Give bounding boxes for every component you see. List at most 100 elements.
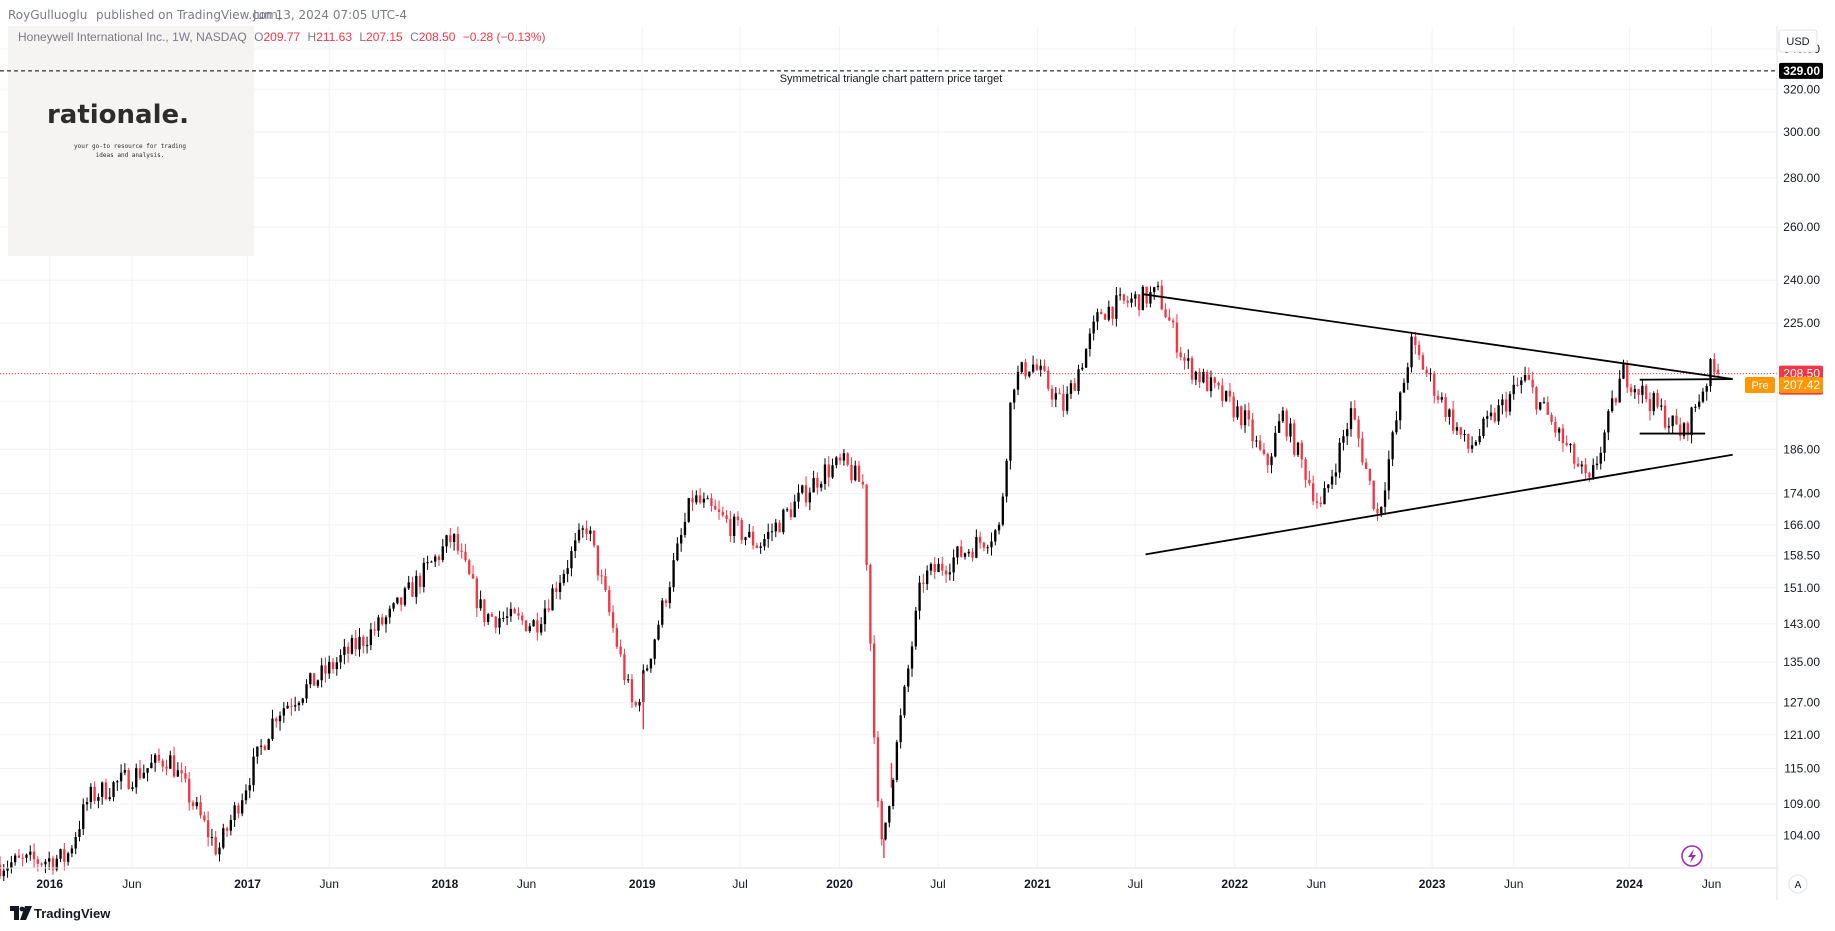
time-tick-label: Jul <box>1128 877 1143 891</box>
candle-down <box>104 782 108 800</box>
candle-down <box>1024 362 1027 377</box>
legend-open: 209.77 <box>263 30 300 44</box>
candle-up <box>392 603 395 609</box>
candle-up <box>1323 488 1326 505</box>
candle-up <box>562 573 566 583</box>
replay-icon[interactable] <box>1681 845 1703 867</box>
candle-up <box>445 535 448 547</box>
candle-down <box>206 820 210 838</box>
candle-up <box>1387 459 1391 491</box>
candle-down <box>1675 415 1678 425</box>
candle-down <box>1644 385 1648 400</box>
time-tick-label: 2023 <box>1419 877 1446 891</box>
candle-down <box>1043 365 1046 371</box>
price-axis[interactable]: 104.00 109.00 115.00 121.00 127.00 135.00 143.… <box>1783 42 1820 842</box>
currency-button[interactable]: USD <box>1778 29 1818 53</box>
time-axis[interactable]: 2016 Jun 2017 Jun 2018 Jun 2019 Jul 2020 Jul 2021 J… <box>36 877 1721 891</box>
candle-down <box>691 498 694 503</box>
trendlines[interactable] <box>1142 293 1733 556</box>
candle-up <box>505 616 509 618</box>
candle-up <box>952 557 955 573</box>
candle-down <box>1293 423 1296 455</box>
candle-down <box>32 851 36 860</box>
price-tick-label: 166.00 <box>1783 518 1820 532</box>
candle-down <box>524 620 528 632</box>
candle-up <box>343 646 346 656</box>
candle-up <box>320 665 323 681</box>
candle-up <box>59 849 62 859</box>
candle-up <box>1482 418 1485 437</box>
candle-up <box>1134 294 1137 299</box>
candle-up <box>899 715 902 743</box>
candle-down <box>600 575 603 577</box>
candle-down <box>857 465 861 482</box>
pre-price-tag-bg <box>1779 377 1823 394</box>
candle-down <box>1240 406 1243 426</box>
candle-up <box>78 829 81 838</box>
price-tick-label: 225.00 <box>1783 316 1820 330</box>
candle-down <box>460 550 463 552</box>
candle-down <box>1504 399 1508 412</box>
candle-down <box>1047 370 1050 389</box>
candle-up <box>1618 378 1621 403</box>
price-tick-label: 143.00 <box>1783 617 1820 631</box>
candle-up <box>782 509 785 533</box>
candle-up <box>142 772 145 778</box>
candle-up <box>835 457 838 466</box>
candle-down <box>203 815 206 821</box>
candle-up <box>487 614 490 622</box>
candle-up <box>744 537 747 540</box>
candle-down <box>1247 410 1250 420</box>
candle-up <box>1660 405 1663 407</box>
candle-down <box>615 627 619 647</box>
candle-up <box>732 516 736 537</box>
candle-up <box>1440 397 1443 400</box>
legend-symbol[interactable]: Honeywell International Inc., 1W, NASDAQ <box>18 30 247 44</box>
author-name[interactable]: RoyGulluoglu <box>8 8 88 22</box>
candle-up <box>241 800 244 814</box>
candle-down <box>381 617 384 625</box>
plot-area[interactable] <box>0 26 1777 868</box>
candle-up <box>1281 410 1285 422</box>
candle-down <box>63 849 66 862</box>
candle-down <box>165 766 168 769</box>
candle-up <box>1054 393 1057 400</box>
candle-down <box>1315 501 1319 503</box>
candle-up <box>1342 436 1345 443</box>
candle-down <box>1433 373 1436 396</box>
footer-brand[interactable]: TradingView <box>34 906 111 921</box>
candle-down <box>664 600 668 604</box>
candle-down <box>1425 369 1428 374</box>
candle-up <box>1539 402 1542 410</box>
candle-down <box>172 755 176 777</box>
candle-down <box>517 613 520 616</box>
candle-up <box>44 861 47 865</box>
candle-up <box>1209 377 1213 392</box>
candle-up <box>1156 285 1160 288</box>
candle-up <box>948 572 952 575</box>
candle-up <box>1009 402 1012 461</box>
price-tick-label: 300.00 <box>1783 125 1820 139</box>
candle-up <box>1478 436 1481 442</box>
tradingview-logo-icon[interactable] <box>10 906 32 920</box>
candle-up <box>479 599 482 609</box>
candle-up <box>680 534 683 544</box>
candle-down <box>225 828 229 831</box>
candle-up <box>1202 372 1205 383</box>
candle-up <box>895 742 899 780</box>
candle-down <box>714 505 717 510</box>
chart[interactable]: rationale. your go-to resource for tradi… <box>0 26 1835 900</box>
candle-down <box>1573 443 1576 464</box>
candle-down <box>1035 364 1039 370</box>
candle-up <box>1542 402 1546 404</box>
candle-down <box>494 616 497 628</box>
target-annotation[interactable]: Symmetrical triangle chart pattern price… <box>780 73 1003 85</box>
candle-down <box>138 768 142 778</box>
candle-up <box>683 521 687 535</box>
candle-up <box>903 686 906 716</box>
candle-up <box>301 698 304 703</box>
candle-down <box>1679 424 1682 437</box>
candle-up <box>986 547 989 549</box>
candle-up <box>388 608 391 618</box>
auto-scale-button[interactable]: A <box>1788 874 1808 894</box>
